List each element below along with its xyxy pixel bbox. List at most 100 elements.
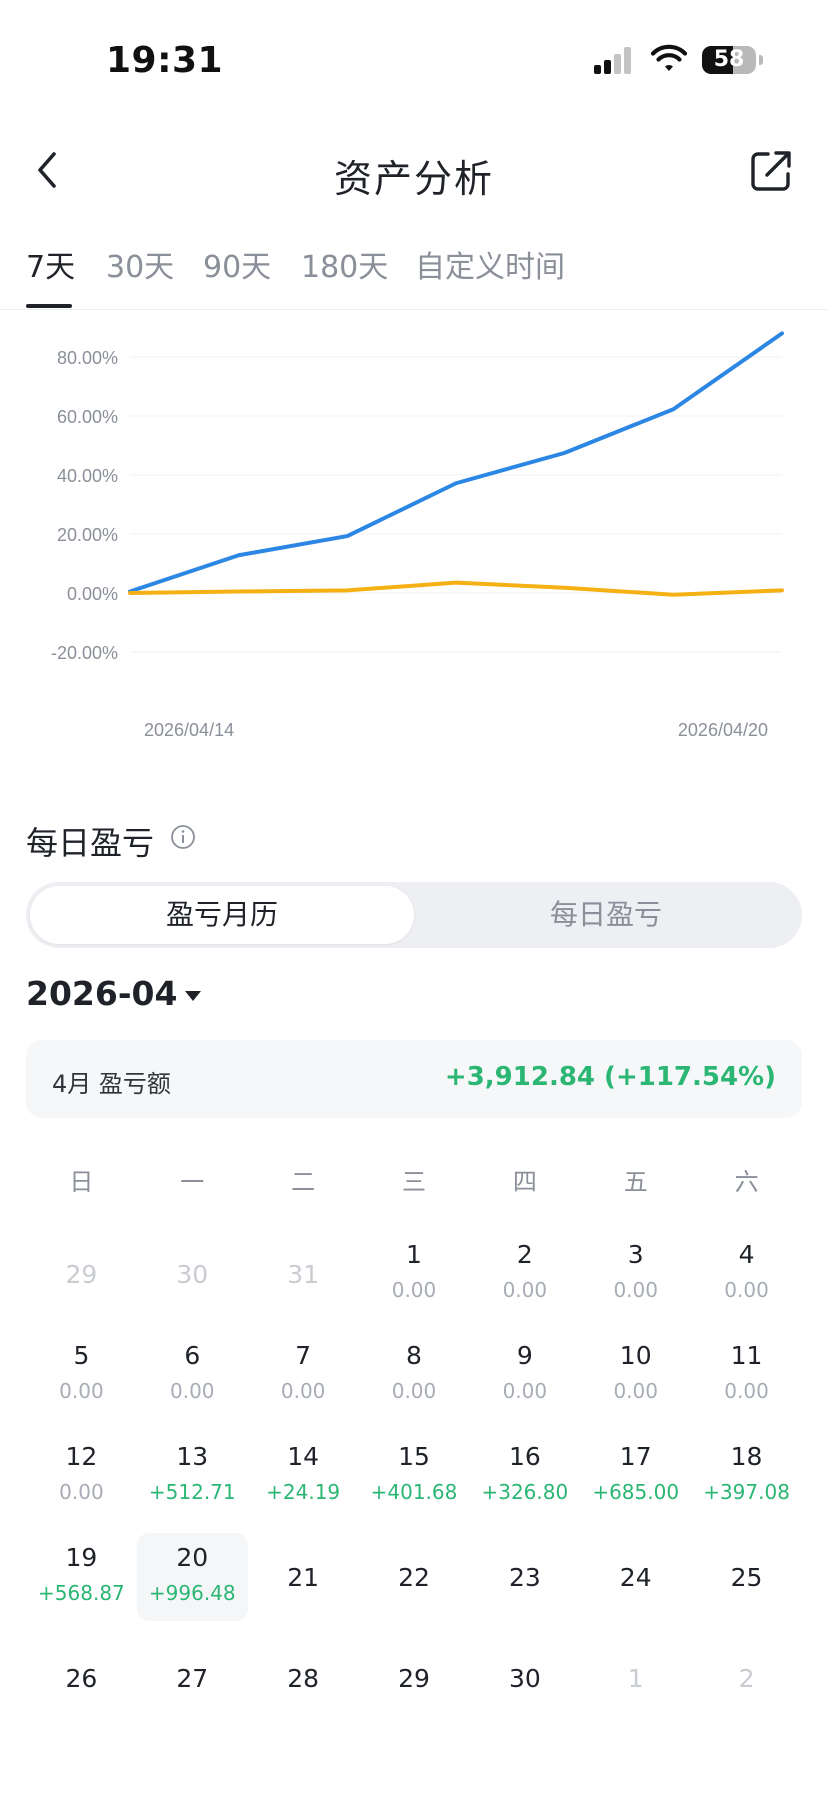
calendar-day[interactable]: 27: [137, 1634, 248, 1722]
section-title-daily-pnl: 每日盈亏: [26, 824, 155, 862]
tab-7d[interactable]: 7天: [26, 250, 76, 285]
day-number: 18: [730, 1442, 763, 1471]
share-button[interactable]: [748, 148, 794, 194]
month-selector[interactable]: 2026-04: [26, 974, 202, 1013]
day-number: 30: [176, 1260, 209, 1289]
calendar-day[interactable]: 30: [469, 1634, 580, 1722]
day-number: 19: [65, 1543, 98, 1572]
calendar-day[interactable]: 19 +568.87: [26, 1533, 137, 1621]
calendar-day[interactable]: 26: [26, 1634, 137, 1722]
status-bar: 19:31 58: [0, 0, 828, 110]
calendar-day[interactable]: 15 +401.68: [359, 1432, 470, 1520]
weekday-label: 日: [69, 1168, 94, 1196]
tab-180d[interactable]: 180天: [301, 250, 389, 285]
day-number: 10: [619, 1341, 652, 1370]
view-segmented-control: 盈亏月历 每日盈亏: [26, 882, 802, 948]
summary-value: +3,912.84 (+117.54%): [444, 1062, 776, 1092]
day-number: 21: [287, 1563, 320, 1592]
day-pnl-value: +397.08: [703, 1480, 790, 1504]
segment-pnl-calendar[interactable]: 盈亏月历: [30, 886, 414, 944]
y-tick-label: 0.00%: [67, 584, 118, 604]
day-pnl-value: +996.48: [148, 1581, 236, 1605]
tab-30d[interactable]: 30天: [106, 250, 175, 285]
calendar-day[interactable]: 22: [359, 1533, 470, 1621]
calendar-day[interactable]: 2 0.00: [469, 1230, 580, 1318]
cellular-signal-icon: [594, 46, 634, 74]
calendar-day[interactable]: 1: [580, 1634, 691, 1722]
caret-down-icon: [185, 990, 202, 1001]
info-icon[interactable]: [170, 824, 196, 850]
calendar-week-row: 12 0.00 13 +512.71 14 +24.19 15 +401.68 16 +326.8…: [26, 1428, 802, 1529]
day-pnl-value: 0.00: [391, 1278, 437, 1302]
day-number: 8: [406, 1341, 422, 1370]
tab-indicator: [26, 304, 72, 308]
day-number: 30: [508, 1664, 541, 1693]
weekday-label: 六: [734, 1168, 759, 1196]
calendar-day[interactable]: 6 0.00: [137, 1331, 248, 1419]
month-value: 2026-04: [26, 974, 178, 1013]
calendar-day[interactable]: 18 +397.08: [691, 1432, 802, 1520]
day-pnl-value: 0.00: [502, 1278, 548, 1302]
calendar-day[interactable]: 14 +24.19: [248, 1432, 359, 1520]
day-number: 12: [65, 1442, 98, 1471]
calendar-day[interactable]: 7 0.00: [248, 1331, 359, 1419]
calendar-day[interactable]: 31: [248, 1230, 359, 1318]
calendar-day[interactable]: 24: [580, 1533, 691, 1621]
segment-daily-pnl[interactable]: 每日盈亏: [549, 898, 662, 931]
calendar-day[interactable]: 13 +512.71: [137, 1432, 248, 1520]
calendar-day[interactable]: 20 +996.48: [136, 1533, 248, 1621]
calendar-day[interactable]: 16 +326.80: [469, 1432, 580, 1520]
day-number: 2: [738, 1664, 755, 1693]
calendar-week-row: 5 0.00 6 0.00 7 0.00 8 0.00 9 0.00 10 0.00 11 0.00: [26, 1327, 802, 1428]
calendar-day[interactable]: 4 0.00: [691, 1230, 802, 1318]
calendar-day[interactable]: 3 0.00: [580, 1230, 691, 1318]
weekday-label: 二: [291, 1168, 316, 1196]
calendar-day[interactable]: 8 0.00: [359, 1331, 470, 1419]
day-number: 23: [508, 1563, 541, 1592]
day-pnl-value: +401.68: [370, 1480, 458, 1504]
day-pnl-value: 0.00: [391, 1379, 437, 1403]
calendar-day[interactable]: 25: [691, 1533, 802, 1621]
weekday-header: 日一二三四五六: [26, 1130, 802, 1226]
day-pnl-value: 0.00: [59, 1480, 104, 1504]
day-number: 14: [287, 1442, 320, 1471]
calendar-day[interactable]: 11 0.00: [691, 1331, 802, 1419]
day-number: 2: [516, 1240, 533, 1269]
calendar-day[interactable]: 12 0.00: [26, 1432, 137, 1520]
y-tick-label: 80.00%: [57, 348, 118, 368]
period-tabs: 7天 30天 90天 180天 自定义时间: [0, 236, 828, 310]
calendar-day[interactable]: 30: [137, 1230, 248, 1318]
y-tick-label: -20.00%: [51, 643, 118, 663]
tab-90d[interactable]: 90天: [203, 250, 272, 285]
y-tick-label: 20.00%: [57, 525, 118, 545]
weekday-label: 五: [623, 1168, 648, 1196]
day-number: 1: [627, 1664, 644, 1693]
day-number: 17: [619, 1442, 652, 1471]
day-pnl-value: 0.00: [59, 1379, 104, 1403]
calendar-day[interactable]: 10 0.00: [580, 1331, 691, 1419]
day-number: 4: [738, 1240, 755, 1269]
day-number: 6: [184, 1341, 201, 1370]
share-icon: [751, 151, 791, 191]
day-pnl-value: +568.87: [38, 1581, 125, 1605]
calendar-day[interactable]: 1 0.00: [359, 1230, 470, 1318]
calendar-day[interactable]: 9 0.00: [469, 1331, 580, 1419]
calendar-day[interactable]: 5 0.00: [26, 1331, 137, 1419]
weekday-label: 三: [401, 1168, 426, 1196]
day-number: 27: [176, 1664, 209, 1693]
back-button[interactable]: [24, 146, 72, 194]
calendar-day[interactable]: 29: [26, 1230, 137, 1318]
asset-line-chart: 80.00% 60.00% 40.00% 20.00% 0.00% -20.00% 2026…: [51, 331, 784, 740]
day-number: 9: [516, 1341, 533, 1370]
series-line-0: [128, 331, 784, 594]
calendar-day[interactable]: 23: [469, 1533, 580, 1621]
day-number: 13: [176, 1442, 209, 1471]
calendar-day[interactable]: 28: [248, 1634, 359, 1722]
calendar-day[interactable]: 29: [359, 1634, 470, 1722]
day-number: 1: [406, 1240, 422, 1269]
tab-custom-time[interactable]: 自定义时间: [415, 250, 565, 285]
calendar-day[interactable]: 17 +685.00: [580, 1432, 691, 1520]
weekday-label: 一: [180, 1168, 205, 1196]
calendar-day[interactable]: 21: [248, 1533, 359, 1621]
calendar-day[interactable]: 2: [691, 1634, 802, 1722]
